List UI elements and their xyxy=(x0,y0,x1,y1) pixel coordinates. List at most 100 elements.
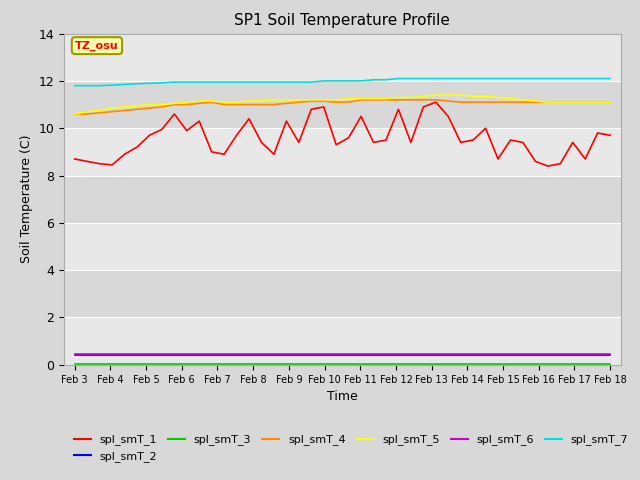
spl_smT_7 xyxy=(133,81,141,86)
spl_smT_7 xyxy=(307,79,315,85)
spl_smT_2 xyxy=(282,352,290,358)
spl_smT_5 xyxy=(282,97,290,103)
spl_smT_3 xyxy=(419,361,427,367)
spl_smT_3 xyxy=(270,361,278,367)
spl_smT_6 xyxy=(606,351,614,357)
spl_smT_6 xyxy=(519,351,527,357)
spl_smT_7 xyxy=(233,79,241,85)
spl_smT_5 xyxy=(320,97,328,103)
spl_smT_7 xyxy=(382,77,390,83)
spl_smT_6 xyxy=(482,351,490,357)
spl_smT_3 xyxy=(183,361,191,367)
spl_smT_7 xyxy=(245,79,253,85)
spl_smT_1 xyxy=(307,107,315,112)
spl_smT_2 xyxy=(581,352,589,358)
spl_smT_6 xyxy=(258,351,266,357)
spl_smT_4 xyxy=(469,99,477,105)
spl_smT_5 xyxy=(594,99,602,105)
spl_smT_4 xyxy=(395,97,403,103)
spl_smT_4 xyxy=(282,100,290,106)
spl_smT_6 xyxy=(71,351,79,357)
spl_smT_5 xyxy=(569,99,577,105)
spl_smT_1 xyxy=(395,107,403,112)
spl_smT_5 xyxy=(133,103,141,108)
spl_smT_5 xyxy=(83,109,91,115)
spl_smT_2 xyxy=(170,352,178,358)
Line: spl_smT_4: spl_smT_4 xyxy=(75,100,610,114)
spl_smT_3 xyxy=(332,361,340,367)
spl_smT_5 xyxy=(195,98,203,104)
spl_smT_3 xyxy=(581,361,589,367)
spl_smT_7 xyxy=(320,78,328,84)
spl_smT_2 xyxy=(382,352,390,358)
spl_smT_4 xyxy=(482,99,490,105)
spl_smT_5 xyxy=(220,99,228,105)
spl_smT_6 xyxy=(395,351,403,357)
spl_smT_5 xyxy=(108,105,116,111)
spl_smT_7 xyxy=(556,76,564,82)
spl_smT_7 xyxy=(345,78,353,84)
spl_smT_3 xyxy=(469,361,477,367)
spl_smT_7 xyxy=(332,78,340,84)
spl_smT_4 xyxy=(457,99,465,105)
spl_smT_6 xyxy=(556,351,564,357)
spl_smT_7 xyxy=(145,80,153,86)
spl_smT_7 xyxy=(544,76,552,82)
spl_smT_2 xyxy=(419,352,427,358)
spl_smT_5 xyxy=(233,99,241,105)
spl_smT_3 xyxy=(233,361,241,367)
spl_smT_1 xyxy=(121,151,129,157)
spl_smT_5 xyxy=(457,92,465,98)
spl_smT_2 xyxy=(71,352,79,358)
spl_smT_6 xyxy=(83,351,91,357)
spl_smT_1 xyxy=(419,104,427,110)
spl_smT_5 xyxy=(96,108,104,113)
spl_smT_2 xyxy=(482,352,490,358)
spl_smT_1 xyxy=(606,132,614,138)
spl_smT_6 xyxy=(532,351,540,357)
spl_smT_3 xyxy=(145,361,153,367)
spl_smT_5 xyxy=(532,98,540,104)
Title: SP1 Soil Temperature Profile: SP1 Soil Temperature Profile xyxy=(234,13,451,28)
spl_smT_1 xyxy=(282,118,290,124)
spl_smT_5 xyxy=(170,100,178,106)
spl_smT_1 xyxy=(370,140,378,145)
spl_smT_2 xyxy=(133,352,141,358)
spl_smT_1 xyxy=(457,140,465,145)
spl_smT_7 xyxy=(71,83,79,88)
spl_smT_3 xyxy=(158,361,166,367)
spl_smT_6 xyxy=(145,351,153,357)
spl_smT_5 xyxy=(482,94,490,99)
spl_smT_4 xyxy=(594,99,602,105)
spl_smT_2 xyxy=(444,352,452,358)
Bar xyxy=(64,128,621,176)
spl_smT_4 xyxy=(419,97,427,103)
spl_smT_2 xyxy=(96,352,104,358)
spl_smT_4 xyxy=(233,102,241,108)
spl_smT_7 xyxy=(282,79,290,85)
spl_smT_6 xyxy=(357,351,365,357)
spl_smT_7 xyxy=(258,79,266,85)
spl_smT_1 xyxy=(507,137,515,143)
spl_smT_5 xyxy=(432,92,440,98)
spl_smT_2 xyxy=(258,352,266,358)
spl_smT_4 xyxy=(121,108,129,113)
spl_smT_4 xyxy=(382,97,390,103)
spl_smT_2 xyxy=(220,352,228,358)
spl_smT_1 xyxy=(345,135,353,141)
spl_smT_2 xyxy=(606,352,614,358)
spl_smT_5 xyxy=(245,98,253,104)
spl_smT_2 xyxy=(469,352,477,358)
Text: TZ_osu: TZ_osu xyxy=(75,40,119,51)
spl_smT_3 xyxy=(544,361,552,367)
spl_smT_1 xyxy=(594,130,602,136)
spl_smT_3 xyxy=(507,361,515,367)
spl_smT_4 xyxy=(532,99,540,105)
spl_smT_5 xyxy=(444,92,452,98)
spl_smT_3 xyxy=(195,361,203,367)
spl_smT_2 xyxy=(357,352,365,358)
spl_smT_1 xyxy=(71,156,79,162)
spl_smT_2 xyxy=(307,352,315,358)
spl_smT_5 xyxy=(332,97,340,103)
spl_smT_6 xyxy=(469,351,477,357)
